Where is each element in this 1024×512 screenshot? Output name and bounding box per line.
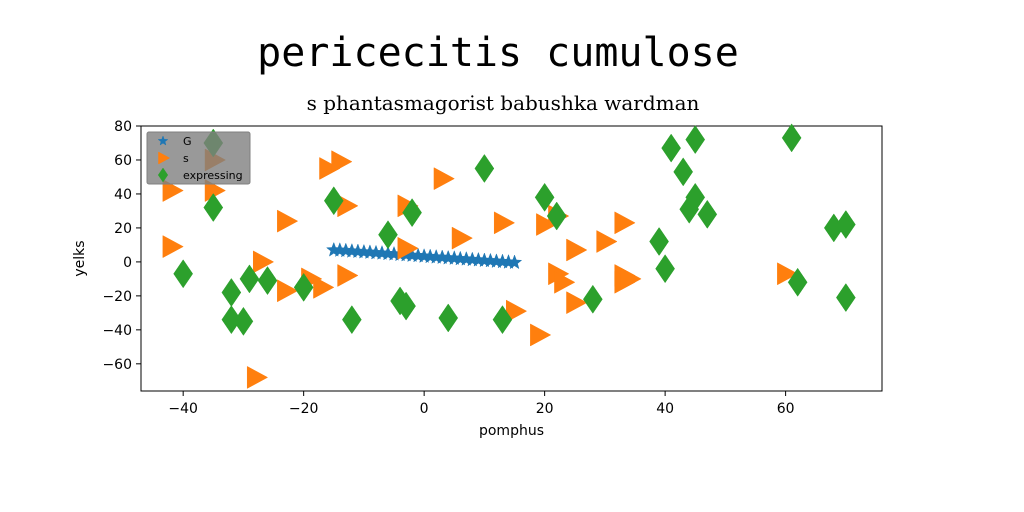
legend-box — [146, 131, 251, 185]
legend-marker-s — [158, 151, 171, 165]
series-point-s — [530, 323, 552, 347]
series-point-expressing — [649, 227, 669, 256]
series-point-expressing — [378, 220, 398, 250]
series-point-expressing — [203, 193, 224, 222]
y-axis-label: yelks — [72, 240, 88, 276]
series-point-s — [319, 157, 341, 180]
series-point-s — [614, 211, 636, 235]
series-point-s — [313, 275, 335, 299]
legend-label: s — [183, 152, 189, 165]
y-tick-label: 40 — [114, 187, 132, 203]
series-point-s — [397, 236, 419, 260]
series-point-expressing — [492, 305, 513, 335]
x-tick-label: 0 — [420, 401, 429, 417]
series-point-s — [536, 213, 558, 236]
series-point-s — [162, 179, 184, 202]
y-axis: −60 −40 −20 0 20 40 60 80 — [102, 119, 141, 373]
series-point-s — [277, 279, 299, 303]
series-point-expressing — [257, 266, 278, 296]
series-point-expressing — [546, 201, 567, 231]
legend-marker-expressing — [157, 167, 169, 183]
x-tick-label: −20 — [289, 401, 319, 417]
legend-marker-g — [157, 135, 169, 146]
series-point-expressing — [342, 305, 362, 335]
series-point-s — [277, 209, 299, 233]
series-point-expressing — [685, 125, 706, 155]
series-point-s — [451, 226, 473, 250]
series-point-expressing — [323, 186, 344, 216]
series-point-expressing — [396, 291, 416, 321]
series-point-expressing — [655, 254, 675, 284]
series-point-expressing — [836, 283, 856, 313]
x-axis-label: pomphus — [479, 423, 544, 439]
series-point-expressing — [402, 198, 422, 228]
series-point-s — [596, 230, 618, 253]
series-point-expressing — [233, 306, 254, 336]
legend: Gs expressing — [146, 131, 251, 185]
y-tick-label: 20 — [114, 221, 132, 237]
legend-label: expressing — [183, 169, 243, 182]
series-point-expressing — [534, 182, 555, 212]
series-point-expressing — [781, 123, 802, 153]
series-point-expressing — [221, 305, 242, 335]
series-point-s — [620, 267, 642, 291]
y-tick-label: 80 — [114, 119, 132, 135]
x-tick-label: 60 — [777, 401, 795, 417]
series-point-expressing — [239, 264, 260, 294]
series-point-s — [777, 262, 799, 286]
series-point-expressing — [474, 154, 495, 183]
series-point-expressing — [836, 210, 856, 239]
series-point-s — [337, 264, 359, 287]
series-point-s — [331, 150, 353, 174]
plot-area-frame — [140, 125, 883, 392]
series-point-expressing — [293, 272, 314, 302]
series-point-expressing — [685, 182, 706, 212]
series-point-s — [493, 211, 516, 235]
series-point-expressing — [438, 303, 459, 333]
y-tick-label: 60 — [114, 153, 132, 169]
chart-title: pericecitis cumulose — [257, 30, 739, 76]
y-tick-label: −40 — [102, 323, 132, 339]
series-point-s — [566, 238, 588, 262]
series-point-s — [566, 291, 588, 315]
x-tick-label: 20 — [536, 401, 554, 417]
data-points — [162, 123, 856, 389]
x-tick-label: 40 — [656, 401, 674, 417]
x-tick-label: −40 — [168, 401, 198, 417]
y-tick-label: 0 — [123, 255, 132, 271]
y-tick-label: −20 — [102, 289, 132, 305]
series-point-expressing — [673, 157, 694, 187]
series-point-expressing — [697, 199, 718, 229]
series-point-s — [246, 365, 269, 389]
chart-subtitle: s phantasmagorist babushka wardman — [307, 91, 700, 115]
series-point-expressing — [661, 133, 681, 163]
legend-label: G — [183, 135, 192, 148]
series-point-g — [506, 254, 523, 270]
y-tick-label: −60 — [102, 357, 132, 373]
series-point-s — [252, 250, 275, 274]
series-point-s — [162, 235, 184, 259]
series-point-expressing — [173, 259, 193, 289]
series-point-expressing — [787, 267, 808, 297]
series-point-s — [433, 167, 455, 191]
x-axis: −40 −20 0 20 40 60 — [168, 391, 795, 417]
series-point-expressing — [583, 284, 603, 314]
series-point-s — [554, 270, 576, 294]
